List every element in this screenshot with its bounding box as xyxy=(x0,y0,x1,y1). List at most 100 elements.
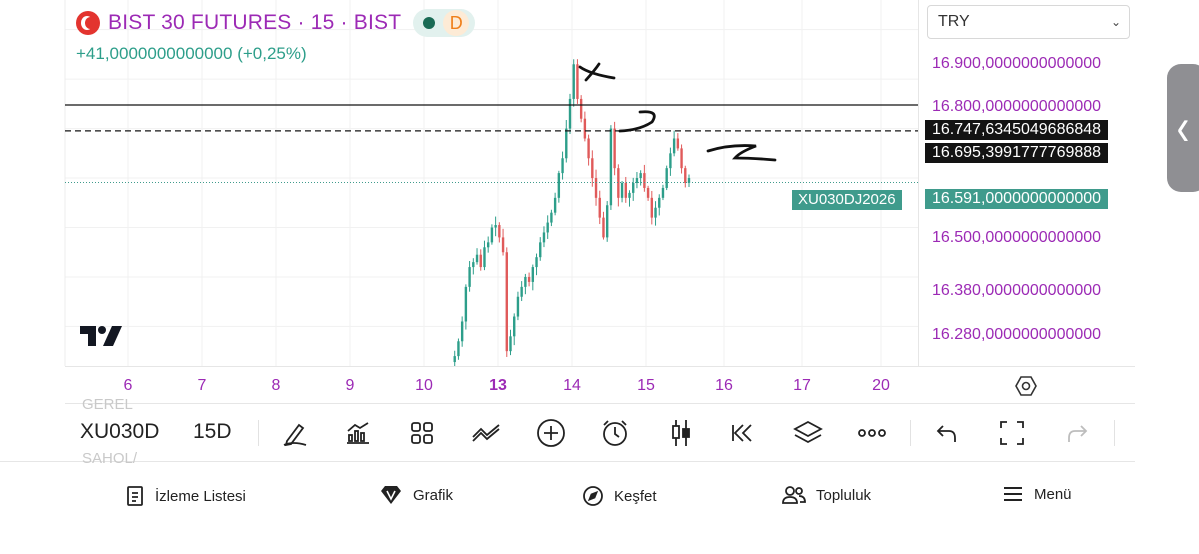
add-icon[interactable] xyxy=(534,416,568,450)
candle-body xyxy=(494,225,497,228)
time-axis[interactable]: 6 7 8 9 10 13 14 15 16 17 20 xyxy=(65,366,1135,404)
candle-body xyxy=(460,321,464,342)
last-price-tag: 16.591,0000000000000 xyxy=(925,189,1109,209)
redo-icon[interactable] xyxy=(1060,416,1094,450)
interval-button[interactable]: 15D xyxy=(193,420,232,443)
candle-body xyxy=(669,153,672,169)
bottom-navigation: İzleme Listesi Grafik Keşfet Topluluk Me… xyxy=(0,463,1199,554)
currency-select[interactable]: TRY ⌄ xyxy=(927,5,1130,39)
price-label: 16.380,0000000000000 xyxy=(932,282,1102,299)
chevron-left-icon: ‹ xyxy=(1176,97,1190,157)
nav-label: Topluluk xyxy=(816,486,872,504)
candle-body xyxy=(624,183,627,198)
candle-body xyxy=(561,158,564,174)
fullscreen-icon[interactable] xyxy=(995,416,1029,450)
candle-body xyxy=(672,138,676,154)
replay-icon[interactable] xyxy=(726,416,760,450)
toolbar-divider xyxy=(1114,420,1115,446)
candle-body xyxy=(490,227,494,243)
chart-pane[interactable]: BIST 30 FUTURES · 15 · BIST D +41,000000… xyxy=(0,0,918,366)
symbol-title[interactable]: BIST 30 FUTURES · 15 · BIST xyxy=(108,11,402,34)
time-tick: 16 xyxy=(715,377,733,394)
time-tick: 8 xyxy=(271,377,281,394)
price-scale[interactable]: TRY ⌄ 16.900,0000000000000 16.800,000000… xyxy=(918,0,1135,366)
horizontal-line-price-tag[interactable]: 16.747,6345049686848 xyxy=(925,120,1109,140)
layers-icon[interactable] xyxy=(791,416,825,450)
delayed-data-badge[interactable]: D xyxy=(443,10,470,36)
nav-explore[interactable]: Keşfet xyxy=(582,485,657,507)
annotation-z-mark xyxy=(706,144,777,162)
candle-body xyxy=(654,207,657,218)
candle-body xyxy=(516,296,520,317)
templates-icon[interactable] xyxy=(405,416,439,450)
watchlist-icon xyxy=(127,486,143,506)
time-tick: 14 xyxy=(563,377,581,394)
chart-settings-icon[interactable] xyxy=(1015,375,1037,397)
candle-body xyxy=(591,158,594,179)
candle-body xyxy=(665,168,668,188)
nav-menu[interactable]: Menü xyxy=(1002,485,1072,503)
candle-body xyxy=(479,254,482,268)
candle-body xyxy=(687,178,691,183)
currency-value: TRY xyxy=(938,13,970,30)
candle-body xyxy=(576,64,579,99)
turkey-flag-icon xyxy=(76,11,100,35)
horizontal-line-price-tag[interactable]: 16.695,3991777769888 xyxy=(925,143,1109,163)
nav-community[interactable]: Topluluk xyxy=(782,485,871,505)
nav-watchlist[interactable]: İzleme Listesi xyxy=(125,485,246,507)
price-label: 16.900,0000000000000 xyxy=(932,55,1102,72)
candle-body xyxy=(587,138,590,159)
candle-body xyxy=(542,232,546,243)
candle-body xyxy=(635,178,639,183)
candle-body xyxy=(643,173,646,188)
time-tick: 20 xyxy=(872,377,890,394)
market-status-pill[interactable]: D xyxy=(413,9,476,37)
candlestick-chart[interactable] xyxy=(0,0,918,366)
candle-body xyxy=(598,197,601,218)
diamond-icon xyxy=(381,486,401,504)
price-label: 16.500,0000000000000 xyxy=(932,229,1102,246)
chart-header: BIST 30 FUTURES · 15 · BIST D xyxy=(76,9,476,37)
candle-body xyxy=(565,128,568,159)
ghost-symbol: GEREL xyxy=(82,396,133,413)
candle-body xyxy=(520,286,523,297)
candle-body xyxy=(557,173,561,198)
candle-body xyxy=(483,247,486,268)
candle-body xyxy=(583,118,587,139)
compass-icon xyxy=(583,486,603,506)
nav-chart[interactable]: Grafik xyxy=(379,485,453,505)
undo-icon[interactable] xyxy=(930,416,964,450)
candle-body xyxy=(572,64,575,99)
candle-body xyxy=(464,286,468,322)
time-tick: 10 xyxy=(415,377,433,394)
compare-icon[interactable] xyxy=(469,416,503,450)
indicators-icon[interactable] xyxy=(341,416,375,450)
candle-body xyxy=(680,148,683,169)
symbol-button[interactable]: XU030D xyxy=(80,420,160,443)
candle-body xyxy=(684,168,687,183)
candle-body xyxy=(513,316,516,337)
time-tick: 15 xyxy=(637,377,655,394)
ghost-symbol: SAHOL/ xyxy=(82,450,138,467)
candle-body xyxy=(527,276,531,282)
alert-icon[interactable] xyxy=(598,416,632,450)
candle-body xyxy=(553,197,557,213)
nav-label: Keşfet xyxy=(614,487,657,505)
chart-toolbar: GEREL XU030D SAHOL/ 15D xyxy=(0,396,1135,467)
candle-body xyxy=(535,257,538,268)
annotation-y-mark xyxy=(618,110,656,133)
candle-body xyxy=(546,222,549,233)
market-status-dot-icon xyxy=(423,17,436,29)
candles-icon[interactable] xyxy=(664,416,698,450)
draw-icon[interactable] xyxy=(278,416,312,450)
side-panel-handle[interactable]: ‹ xyxy=(1167,64,1199,192)
time-tick: 7 xyxy=(197,377,207,394)
candle-body xyxy=(524,276,527,287)
price-label: 16.800,0000000000000 xyxy=(932,98,1102,115)
candle-body xyxy=(531,267,535,282)
candle-body xyxy=(509,336,512,352)
time-tick: 6 xyxy=(123,377,133,394)
candle-body xyxy=(602,217,605,238)
candle-body xyxy=(646,187,650,198)
more-icon[interactable] xyxy=(855,416,889,450)
